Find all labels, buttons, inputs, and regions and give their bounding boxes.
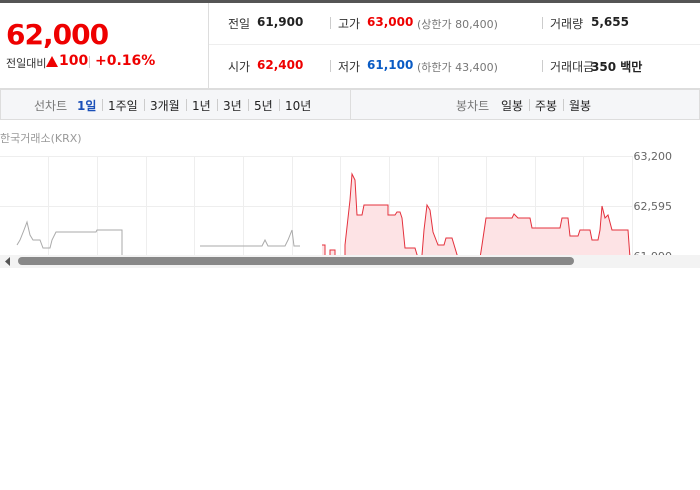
stat-label: 시가: [228, 60, 251, 74]
stat-value: 63,000: [367, 15, 414, 29]
price-line: [322, 172, 631, 255]
y-tick-label: 61,990: [634, 250, 673, 255]
period-tab[interactable]: 3년: [223, 99, 242, 113]
scroll-left[interactable]: [4, 257, 12, 266]
up-arrow: [46, 56, 58, 67]
separator: [330, 17, 331, 29]
price-panel: [0, 3, 209, 89]
separator: [89, 56, 90, 68]
separator: [563, 99, 564, 111]
candle-tab[interactable]: 주봉: [535, 99, 558, 113]
period-tab[interactable]: 10년: [285, 99, 312, 113]
separator: [529, 99, 530, 111]
period-tab[interactable]: 1주일: [108, 99, 138, 113]
period-tab[interactable]: 1년: [192, 99, 211, 113]
separator: [542, 17, 543, 29]
separator: [279, 99, 280, 111]
stat-value: 62,400: [257, 58, 304, 72]
price: 62,000: [6, 18, 109, 51]
separator: [542, 60, 543, 72]
chart-svg: [0, 156, 633, 255]
candle-chart-label: 봉차트: [456, 99, 490, 113]
stat-extra: (하한가 43,400): [417, 61, 498, 74]
candle-tab[interactable]: 월봉: [569, 99, 592, 113]
stat-value: 61,900: [257, 15, 304, 29]
tab-divider: [350, 89, 351, 120]
top-border: [0, 0, 700, 3]
row-divider: [209, 44, 700, 45]
price-area: [322, 174, 630, 255]
separator: [102, 99, 103, 111]
separator: [217, 99, 218, 111]
stat-value: 350 백만: [591, 60, 643, 74]
period-tab[interactable]: 1일: [77, 99, 97, 113]
separator: [144, 99, 145, 111]
candle-tab[interactable]: 일봉: [501, 99, 524, 113]
period-tab[interactable]: 5년: [254, 99, 273, 113]
stat-value: 5,655: [591, 15, 629, 29]
separator: [186, 99, 187, 111]
change-pct: +0.16%: [95, 53, 156, 69]
period-tab[interactable]: 3개월: [150, 99, 180, 113]
stat-value: 61,100: [367, 58, 414, 72]
stat-label: 고가: [338, 17, 361, 31]
stat-extra: (상한가 80,400): [417, 18, 498, 31]
stat-label: 거래량: [550, 17, 584, 31]
chart-area: 63,200 62,595 61,990: [0, 140, 700, 255]
separator: [248, 99, 249, 111]
separator: [330, 60, 331, 72]
stat-label: 전일: [228, 17, 251, 31]
chart-source: 한국거래소(KRX): [0, 132, 82, 145]
change-label: 전일대비: [6, 57, 47, 70]
previous-line: [16, 220, 300, 255]
change: 100: [59, 53, 89, 69]
stat-label: 거래대금: [550, 60, 595, 74]
stat-label: 저가: [338, 60, 361, 74]
scrollbar-thumb[interactable]: [18, 257, 574, 265]
line-chart-label: 선차트: [34, 99, 68, 113]
row-divider: [209, 88, 700, 89]
y-tick-label: 63,200: [633, 150, 673, 163]
y-tick-label: 62,595: [633, 200, 673, 213]
